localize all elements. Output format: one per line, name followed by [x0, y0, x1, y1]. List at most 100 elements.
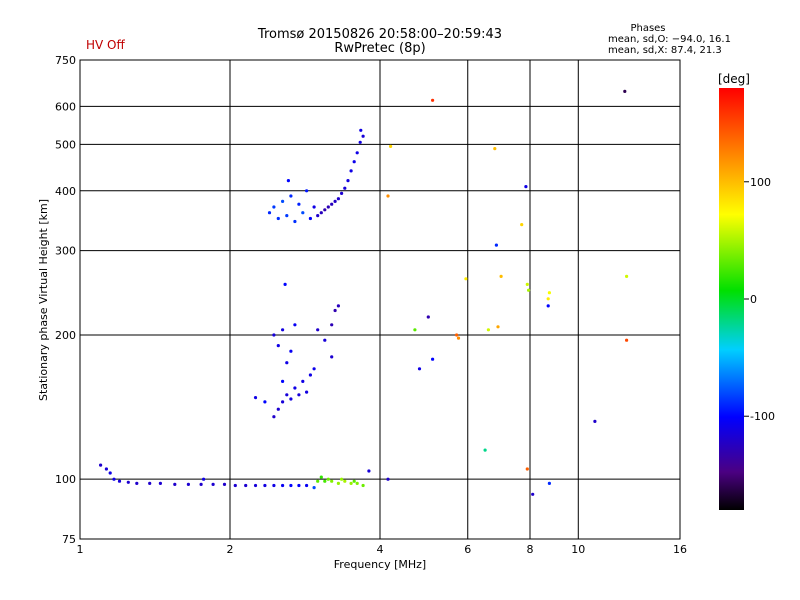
echo-point	[263, 483, 267, 488]
echo-point	[330, 323, 334, 327]
echo-point	[355, 151, 359, 155]
colorbar	[719, 88, 744, 510]
echo-point	[283, 282, 287, 286]
echo-point	[301, 211, 305, 215]
echo-point	[333, 308, 337, 313]
echo-point	[343, 479, 347, 483]
echo-point	[289, 194, 293, 198]
echo-point	[323, 208, 327, 212]
echo-point	[319, 475, 323, 479]
echo-point	[330, 355, 334, 359]
echo-point	[272, 205, 276, 209]
echo-point	[312, 205, 316, 209]
echo-point	[547, 481, 552, 485]
echo-point	[336, 304, 340, 308]
echo-point	[233, 483, 237, 488]
echo-point	[148, 481, 152, 485]
echo-point	[199, 482, 203, 486]
echo-point	[367, 469, 371, 473]
echo-point	[326, 477, 330, 481]
echo-point	[340, 477, 344, 481]
echo-point	[349, 481, 353, 485]
colorbar-tick-label: 0	[750, 293, 757, 306]
echo-point	[336, 197, 340, 201]
echo-point	[276, 344, 280, 348]
echo-point	[272, 483, 276, 488]
grid-lines	[80, 60, 680, 539]
echo-point	[276, 216, 280, 221]
echo-point	[281, 483, 285, 488]
echo-point	[117, 479, 122, 483]
echo-point	[316, 479, 320, 483]
echo-point	[431, 357, 435, 361]
echo-point	[285, 214, 289, 218]
echo-point	[333, 199, 337, 203]
phases-mean-o: mean, sd,O: −94.0, 16.1	[608, 34, 731, 45]
y-tick-label: 750	[55, 54, 76, 67]
echo-point	[346, 179, 350, 183]
echo-point	[343, 186, 347, 190]
echo-point	[493, 147, 497, 151]
echo-point	[455, 333, 459, 337]
echo-point	[126, 480, 130, 484]
echo-point	[272, 415, 276, 419]
x-tick-label: 2	[227, 543, 234, 556]
echo-point	[352, 160, 356, 164]
colorbar-ticks: 100 0 -100	[744, 176, 775, 423]
y-tick-label: 300	[55, 245, 76, 258]
echo-point	[297, 483, 301, 488]
echo-point	[349, 169, 353, 173]
echo-point	[305, 483, 309, 488]
title-line-2: RwPretec (8p)	[334, 41, 425, 56]
echo-point	[547, 291, 552, 295]
echo-point	[431, 98, 435, 102]
plot-frame	[79, 59, 681, 540]
echo-point	[323, 479, 327, 483]
echo-point	[253, 396, 258, 400]
echo-point	[525, 282, 529, 286]
y-axis-ticks: 75 100 200 300 400 500 600 750	[55, 54, 76, 546]
echo-point	[486, 328, 490, 332]
echo-point	[361, 483, 365, 488]
y-tick-label: 400	[55, 185, 76, 198]
echo-point	[297, 202, 301, 206]
y-axis-label: Stationary phase Virtual Height [km]	[37, 199, 50, 401]
echo-point	[293, 323, 297, 327]
echo-point	[312, 486, 316, 490]
echo-point	[496, 325, 500, 329]
colorbar-tick-label: -100	[750, 410, 775, 423]
echo-point	[525, 467, 529, 471]
echo-point	[108, 471, 112, 475]
y-tick-label: 600	[55, 100, 76, 113]
echo-point	[524, 185, 528, 189]
echo-point	[276, 407, 280, 411]
echo-point	[308, 373, 312, 377]
echo-point	[355, 481, 359, 485]
data-points	[99, 89, 629, 496]
echo-point	[99, 463, 103, 467]
echo-point	[281, 379, 285, 383]
echo-point	[244, 483, 248, 488]
echo-point	[546, 304, 550, 308]
echo-point	[330, 479, 334, 483]
echo-point	[326, 205, 330, 209]
echo-point	[340, 191, 344, 195]
phases-title: Phases	[630, 23, 665, 34]
echo-point	[186, 482, 190, 486]
x-tick-label: 6	[464, 543, 471, 556]
echo-point	[352, 479, 356, 483]
echo-point	[483, 448, 487, 452]
echo-point	[625, 338, 629, 342]
echo-point	[158, 481, 162, 485]
y-tick-label: 500	[55, 138, 76, 151]
echo-point	[285, 361, 289, 365]
echo-point	[135, 481, 139, 485]
echo-point	[520, 223, 524, 227]
echo-point	[494, 243, 498, 247]
echo-point	[316, 328, 320, 332]
echo-point	[358, 140, 362, 144]
echo-point	[426, 315, 430, 319]
x-tick-label: 8	[527, 543, 534, 556]
echo-point	[293, 219, 297, 224]
